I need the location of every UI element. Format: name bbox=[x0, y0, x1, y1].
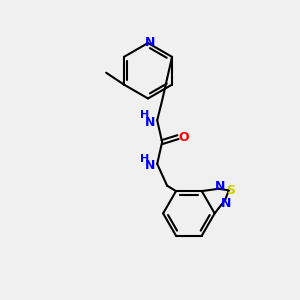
Text: N: N bbox=[145, 159, 155, 172]
Text: N: N bbox=[145, 116, 155, 129]
Text: H: H bbox=[140, 110, 149, 120]
Text: H: H bbox=[140, 154, 149, 164]
Text: O: O bbox=[178, 130, 189, 144]
Text: N: N bbox=[221, 197, 231, 210]
Text: S: S bbox=[226, 184, 235, 197]
Text: N: N bbox=[145, 35, 155, 49]
Text: N: N bbox=[214, 180, 225, 193]
